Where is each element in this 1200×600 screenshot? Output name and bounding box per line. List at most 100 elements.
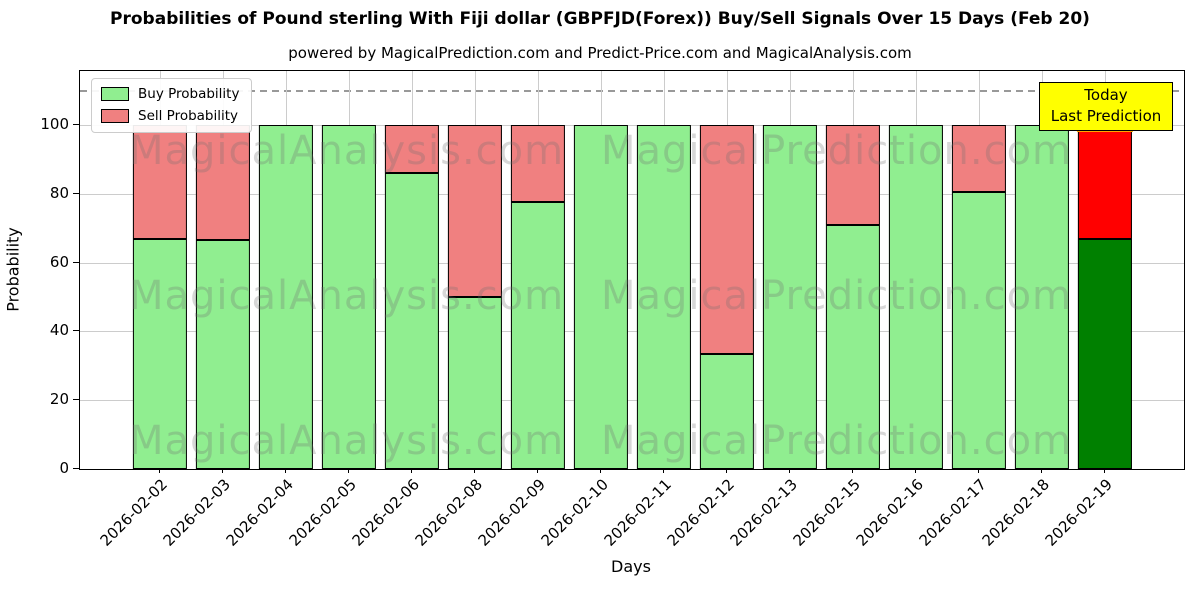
bar-slot (569, 71, 632, 469)
sell-segment (825, 125, 880, 225)
x-tick-label: 2026-02-12 (663, 475, 738, 550)
grid-line-horizontal (80, 125, 1184, 126)
buy-segment (888, 125, 943, 469)
bar-slot (317, 71, 380, 469)
buy-segment (1077, 238, 1132, 469)
bar-2026-02-05 (321, 125, 376, 469)
y-tick-label: 100 (40, 115, 69, 133)
bar-2026-02-19 (1076, 124, 1133, 469)
x-tick-label: 2026-02-08 (411, 475, 486, 550)
x-tick-label: 2026-02-04 (222, 475, 297, 550)
bar-slot (191, 71, 254, 469)
grid-line-horizontal (80, 400, 1184, 402)
buy-segment (825, 224, 880, 469)
sell-segment (132, 125, 187, 239)
buy-segment (258, 125, 313, 469)
bar-2026-02-17 (951, 125, 1006, 469)
bar-slot (632, 71, 695, 469)
y-tick-label: 0 (59, 459, 69, 477)
sell-swatch-icon (101, 109, 129, 123)
x-axis-tick-mark (1103, 468, 1105, 473)
legend: Buy Probability Sell Probability (91, 78, 253, 133)
x-axis-tick-mark (725, 468, 727, 473)
bar-2026-02-18 (1014, 125, 1069, 469)
bar-slot (758, 71, 821, 469)
bar-slot (1010, 71, 1073, 469)
sell-segment (1077, 125, 1132, 239)
sell-segment (510, 125, 565, 203)
legend-item-sell: Sell Probability (101, 108, 239, 124)
bar-2026-02-11 (636, 125, 691, 469)
y-tick-label: 60 (49, 252, 69, 271)
x-tick-label: 2026-02-19 (1041, 475, 1116, 550)
y-axis-tick-mark (73, 192, 79, 194)
y-axis-tick-mark (73, 468, 79, 469)
buy-segment (195, 240, 250, 469)
bar-2026-02-04 (258, 125, 313, 469)
today-annotation: Today Last Prediction (1039, 82, 1173, 131)
x-tick-label: 2026-02-18 (978, 475, 1053, 550)
y-tick-label: 40 (49, 321, 69, 340)
x-tick-label: 2026-02-09 (474, 475, 549, 550)
x-axis-tick-mark (347, 468, 349, 473)
bar-2026-02-13 (762, 125, 817, 469)
chart-title: Probabilities of Pound sterling With Fij… (110, 9, 1090, 29)
x-axis-tick-mark (599, 468, 601, 473)
sell-segment (384, 125, 439, 174)
bar-slot (695, 71, 758, 469)
x-axis-tick-mark (914, 468, 916, 473)
x-axis-tick-mark (977, 468, 979, 473)
buy-segment (636, 125, 691, 469)
y-axis-tick-mark (73, 261, 79, 263)
x-tick-label: 2026-02-05 (285, 475, 360, 550)
x-axis-tick-mark (410, 468, 412, 473)
bar-slot (443, 71, 506, 469)
bar-2026-02-02 (132, 125, 187, 469)
legend-item-buy: Buy Probability (101, 86, 239, 102)
bar-slot (506, 71, 569, 469)
bar-slot (128, 71, 191, 469)
legend-sell-label: Sell Probability (138, 108, 239, 124)
buy-segment (573, 125, 628, 469)
x-axis-label: Days (611, 557, 651, 576)
x-tick-label: 2026-02-16 (852, 475, 927, 550)
bar-slot (254, 71, 317, 469)
x-axis-tick-mark (284, 468, 286, 473)
bar-slot (1073, 71, 1136, 469)
x-tick-label: 2026-02-17 (915, 475, 990, 550)
x-tick-label: 2026-02-10 (537, 475, 612, 550)
x-axis-tick-mark (788, 468, 790, 473)
bar-2026-02-09 (510, 125, 565, 469)
y-axis-tick-mark (73, 124, 79, 125)
grid-line-horizontal (80, 331, 1184, 333)
buy-segment (951, 192, 1006, 469)
sell-segment (951, 125, 1006, 193)
buy-segment (447, 297, 502, 469)
grid-line-horizontal (80, 262, 1184, 264)
bar-slot (884, 71, 947, 469)
bar-slot (947, 71, 1010, 469)
bar-2026-02-06 (384, 125, 439, 469)
y-axis-label: Probability (3, 227, 23, 312)
sell-segment (447, 125, 502, 297)
buy-segment (321, 125, 376, 469)
today-annotation-line1: Today (1084, 86, 1128, 104)
buy-segment (762, 125, 817, 469)
sell-segment (699, 125, 754, 355)
bar-2026-02-08 (447, 125, 502, 469)
plot-area: MagicalAnalysis.com MagicalPrediction.com… (79, 70, 1185, 470)
bar-2026-02-10 (573, 125, 628, 469)
x-axis-tick-mark (662, 468, 664, 473)
x-axis-tick-mark (158, 468, 160, 473)
buy-segment (384, 173, 439, 469)
y-axis-tick-mark (73, 330, 79, 332)
x-tick-label: 2026-02-15 (789, 475, 864, 550)
y-tick-label: 20 (49, 390, 69, 409)
buy-segment (510, 202, 565, 469)
x-tick-label: 2026-02-06 (348, 475, 423, 550)
buy-swatch-icon (101, 87, 129, 101)
bar-2026-02-12 (699, 125, 754, 469)
buy-segment (1014, 125, 1069, 469)
legend-buy-label: Buy Probability (138, 86, 240, 102)
